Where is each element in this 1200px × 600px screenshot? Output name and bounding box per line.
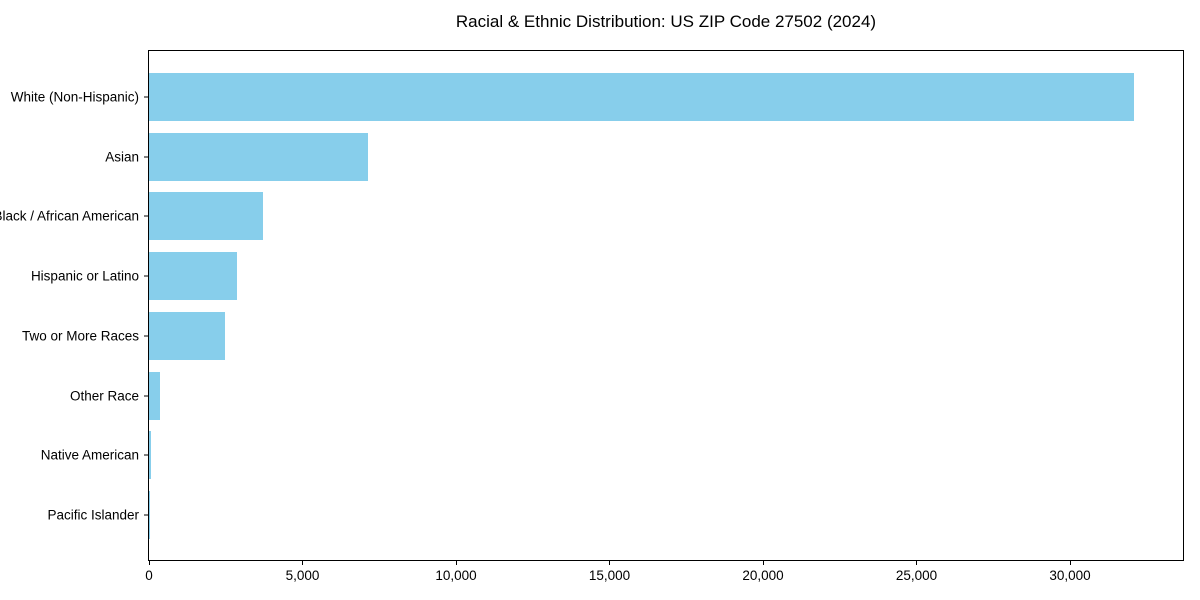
bar-row: Black / African American (0, 187, 1183, 247)
x-tick-mark (1069, 561, 1071, 565)
y-axis-label: Native American (40, 447, 139, 463)
x-tick-mark (148, 561, 150, 565)
bar-row: Asian (105, 127, 1183, 187)
bar-row: Native American (41, 426, 1183, 486)
x-tick-label: 30,000 (1049, 568, 1091, 583)
plot-area: White (Non-Hispanic) Asian Black / Afric… (0, 50, 1184, 561)
x-tick-label: 20,000 (742, 568, 784, 583)
y-tick-mark (144, 514, 148, 516)
bar-row: Hispanic or Latino (31, 246, 1183, 306)
y-tick-mark (144, 395, 148, 397)
y-tick-mark (144, 96, 148, 98)
y-axis-label: Pacific Islander (47, 507, 139, 523)
y-tick-mark (144, 335, 148, 337)
x-tick-label: 10,000 (435, 568, 477, 583)
bar-rows: White (Non-Hispanic) Asian Black / Afric… (0, 67, 1183, 545)
y-axis-label: Black / African American (0, 208, 139, 224)
bar (149, 72, 1135, 121)
x-tick-label: 25,000 (895, 568, 938, 583)
bar-row: Other Race (70, 366, 1183, 426)
y-axis-label: Two or More Races (21, 328, 139, 344)
bar (149, 132, 368, 181)
bar (149, 371, 161, 420)
bar (149, 252, 237, 301)
y-tick-mark (144, 275, 148, 277)
y-axis-label: Hispanic or Latino (30, 268, 139, 284)
x-tick-mark (762, 561, 764, 565)
bar (149, 311, 225, 360)
bar (149, 192, 263, 241)
y-tick-mark (144, 156, 148, 158)
x-tick-label: 5,000 (285, 568, 320, 583)
y-axis-label: Asian (105, 149, 139, 165)
bar (149, 431, 151, 480)
x-tick-mark (455, 561, 457, 565)
y-tick-mark (144, 454, 148, 456)
x-tick-mark (609, 561, 610, 565)
x-axis: 0 5,000 10,000 15,000 20,000 25,000 30,0… (145, 561, 1183, 591)
bar-row: White (Non-Hispanic) (11, 67, 1183, 127)
x-tick-mark (916, 561, 918, 565)
y-axis-label: Other Race (69, 388, 139, 404)
y-axis-label: White (Non-Hispanic) (10, 89, 139, 105)
y-tick-mark (144, 215, 148, 217)
bar-row: Two or More Races (22, 306, 1183, 366)
x-tick-mark (302, 561, 303, 565)
x-tick-label: 0 (145, 568, 153, 583)
chart-title: Racial & Ethnic Distribution: US ZIP Cod… (455, 12, 877, 31)
x-tick-label: 15,000 (588, 568, 631, 583)
bar-row: Pacific Islander (47, 485, 1183, 545)
